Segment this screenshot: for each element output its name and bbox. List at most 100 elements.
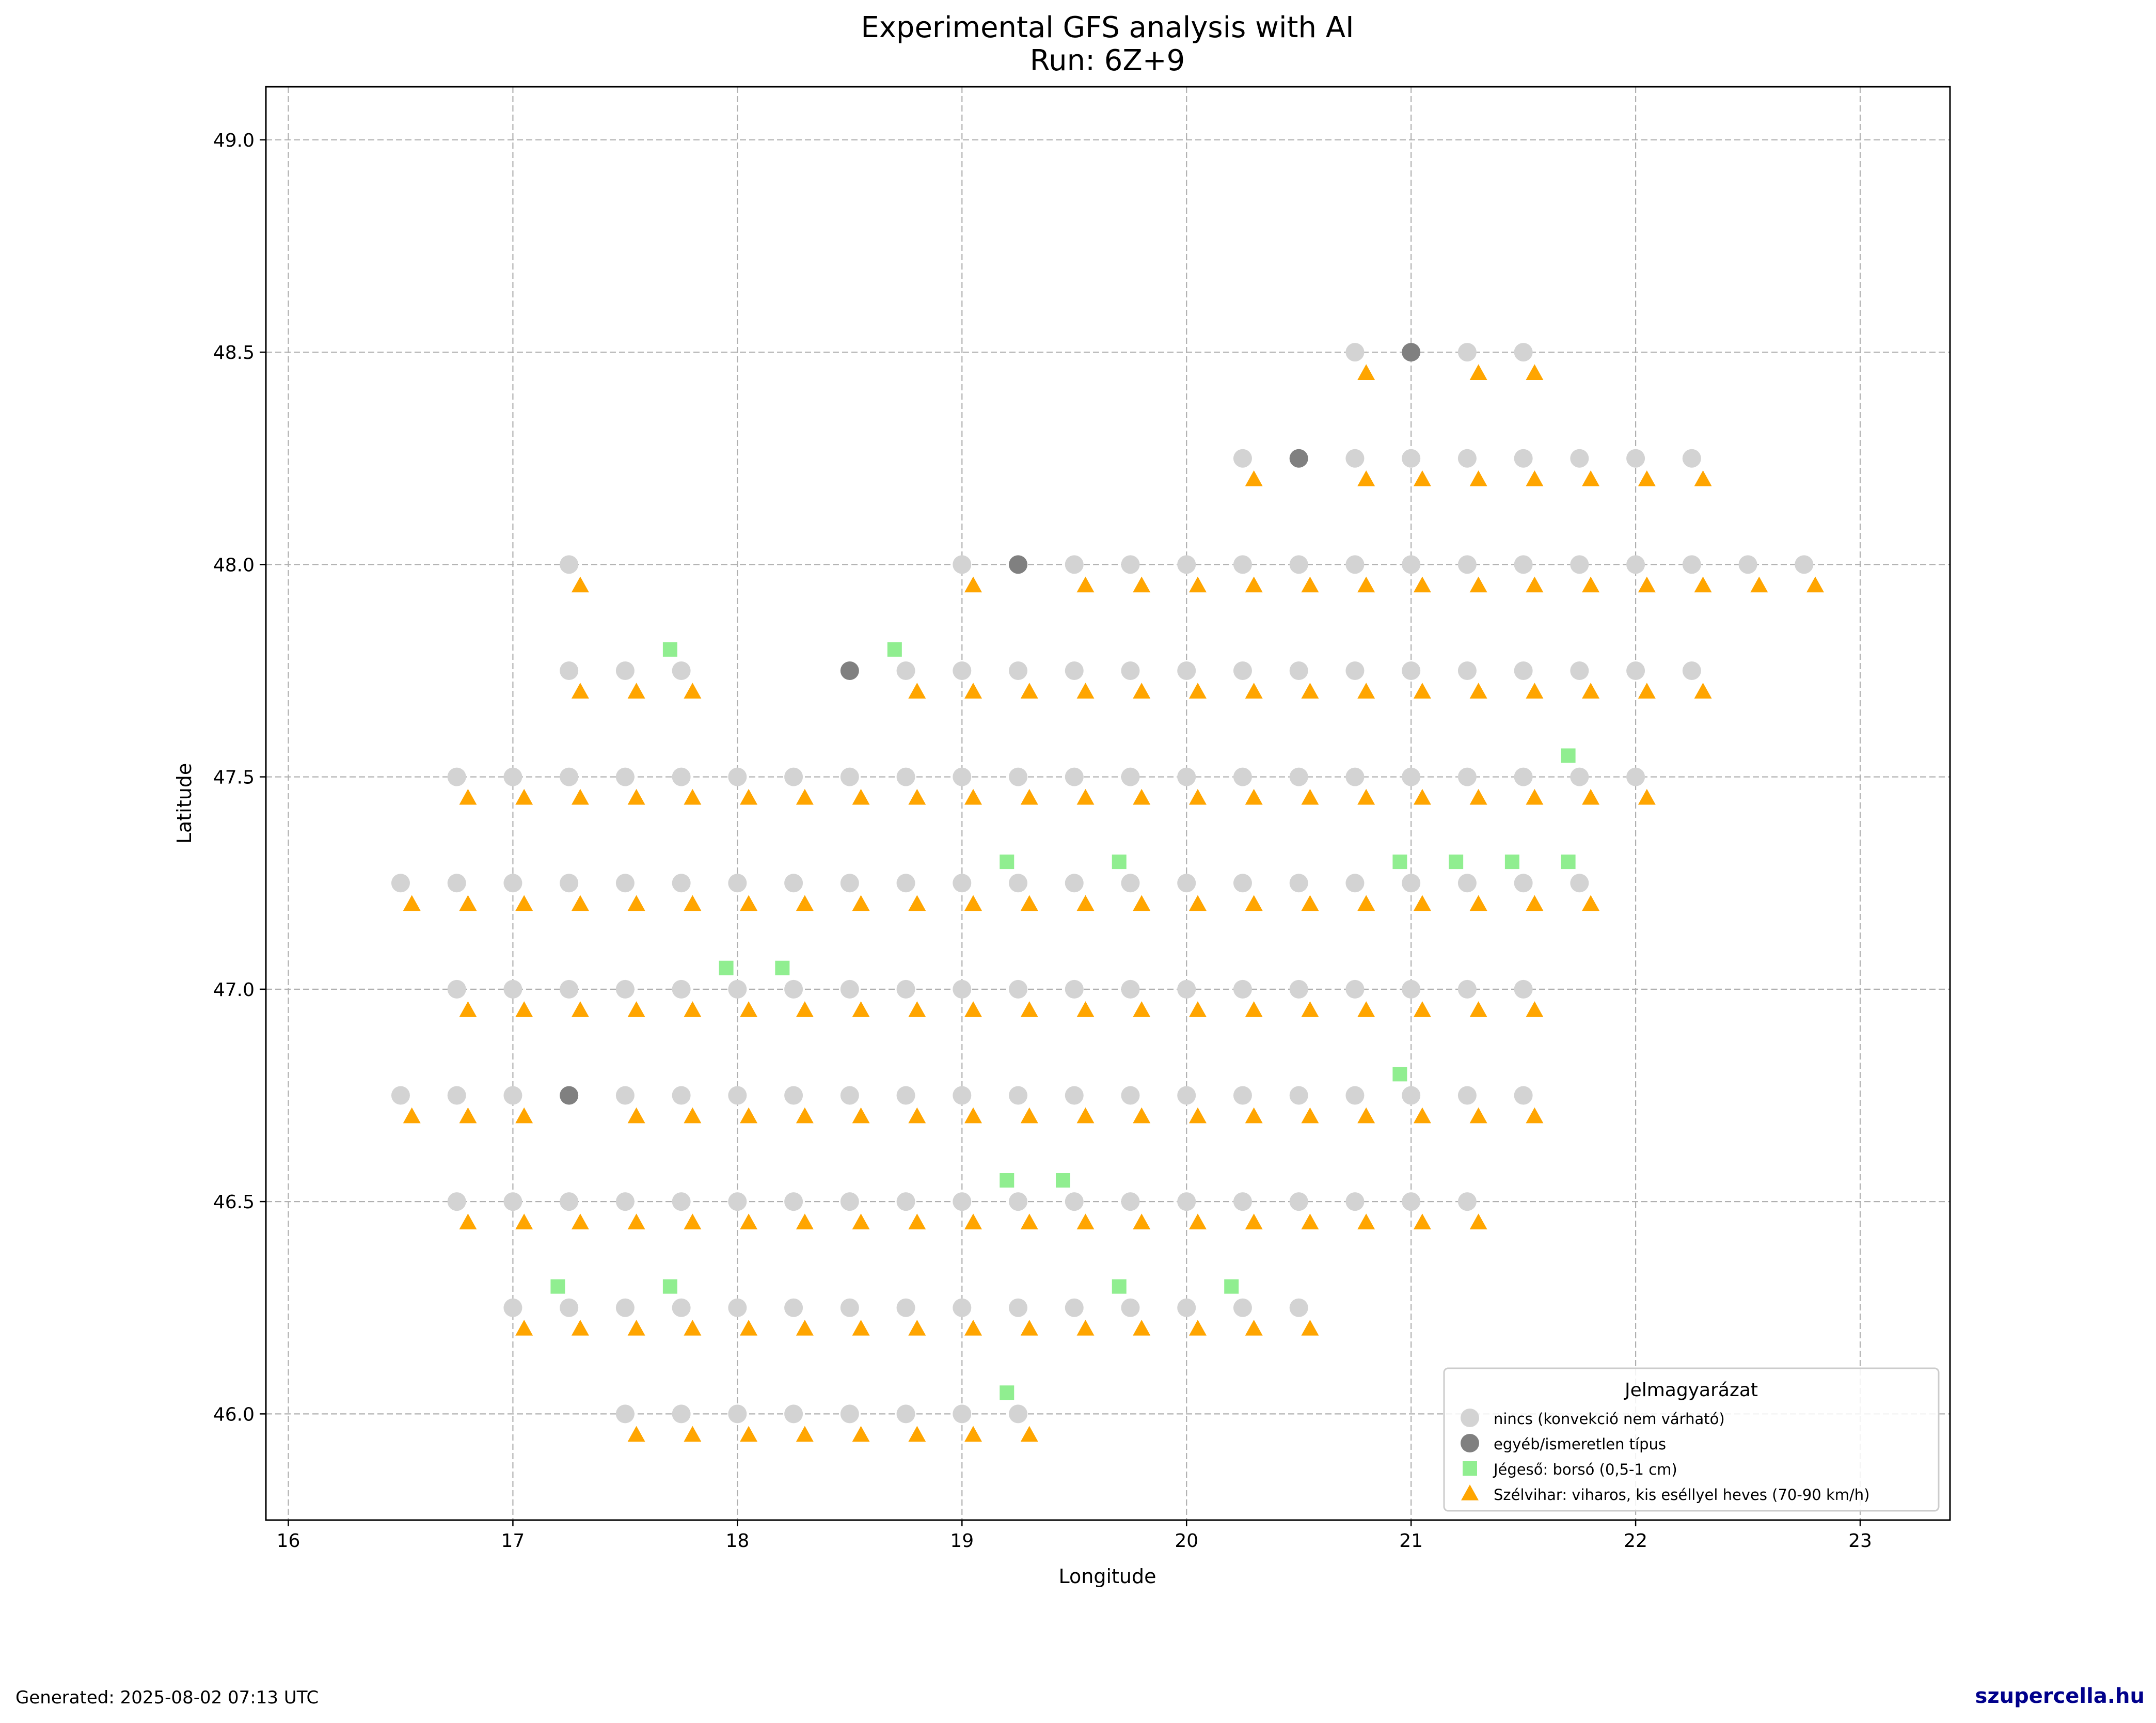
- wind-marker: [740, 1001, 758, 1017]
- no-convection-marker: [1121, 874, 1140, 893]
- series-2: [550, 642, 1576, 1400]
- no-convection-marker: [1177, 1192, 1196, 1211]
- wind-marker: [1582, 470, 1600, 486]
- no-convection-marker: [1233, 555, 1252, 574]
- wind-marker: [740, 895, 758, 911]
- no-convection-marker: [672, 874, 691, 893]
- wind-marker: [1526, 470, 1544, 486]
- wind-marker: [684, 683, 702, 699]
- no-convection-marker: [1514, 767, 1533, 786]
- no-convection-marker: [896, 1192, 915, 1211]
- legend-items: nincs (konvekció nem várható) egyéb/ismer…: [1461, 1409, 1869, 1504]
- no-convection-marker: [1402, 979, 1421, 999]
- wind-marker: [796, 1320, 814, 1336]
- no-convection-marker: [560, 661, 579, 680]
- hail-marker: [1561, 855, 1576, 870]
- no-convection-marker: [503, 767, 522, 786]
- wind-marker: [1469, 683, 1487, 699]
- no-convection-marker: [447, 874, 466, 893]
- wind-marker: [1526, 1107, 1544, 1124]
- no-convection-marker: [1177, 767, 1196, 786]
- wind-marker: [1245, 788, 1263, 805]
- hail-marker: [1112, 1279, 1127, 1294]
- no-convection-marker: [1514, 555, 1533, 574]
- x-tick-label: 16: [277, 1530, 300, 1552]
- wind-marker: [740, 1107, 758, 1124]
- no-convection-marker: [1289, 874, 1308, 893]
- axis-ticks: 16 17 18 19 20 21 22 23 46.0 46.5 47.0 47.5 48.0 48.5…: [213, 130, 1872, 1552]
- no-convection-marker: [503, 874, 522, 893]
- wind-marker: [571, 1001, 589, 1017]
- x-tick-label: 21: [1399, 1530, 1423, 1552]
- wind-marker: [852, 1320, 870, 1336]
- no-convection-marker: [1233, 1298, 1252, 1317]
- no-convection-marker: [1009, 767, 1028, 786]
- no-convection-marker: [1289, 1086, 1308, 1105]
- no-convection-marker: [953, 1404, 972, 1424]
- other-type-marker: [840, 661, 859, 680]
- no-convection-marker: [896, 1404, 915, 1424]
- no-convection-marker: [1682, 449, 1701, 468]
- no-convection-marker: [1177, 979, 1196, 999]
- no-convection-marker: [615, 1086, 635, 1105]
- wind-marker: [1357, 683, 1375, 699]
- no-convection-marker: [1177, 1086, 1196, 1105]
- wind-marker: [1245, 1001, 1263, 1017]
- wind-marker: [459, 1001, 477, 1017]
- no-convection-marker: [1289, 979, 1308, 999]
- no-convection-marker: [1514, 979, 1533, 999]
- no-convection-marker: [1457, 979, 1477, 999]
- y-tick-label: 47.0: [213, 979, 255, 1001]
- wind-marker: [1413, 1107, 1431, 1124]
- legend-item-label: egyéb/ismeretlen típus: [1494, 1435, 1666, 1453]
- y-tick-label: 49.0: [213, 130, 255, 151]
- legend-marker: [1461, 1434, 1479, 1452]
- hail-marker: [1392, 1067, 1407, 1082]
- wind-marker: [684, 1426, 702, 1442]
- wind-marker: [627, 788, 645, 805]
- wind-marker: [1301, 1107, 1319, 1124]
- wind-marker: [684, 1001, 702, 1017]
- no-convection-marker: [1065, 1086, 1084, 1105]
- hail-marker: [1561, 748, 1576, 763]
- wind-marker: [1133, 788, 1151, 805]
- other-type-marker: [1009, 555, 1028, 574]
- wind-marker: [1020, 1107, 1038, 1124]
- legend-item-label: Szélvihar: viharos, kis eséllyel heves (…: [1494, 1486, 1869, 1504]
- no-convection-marker: [896, 661, 915, 680]
- plot-frame: [265, 86, 1951, 1521]
- no-convection-marker: [728, 1192, 747, 1211]
- wind-marker: [1133, 895, 1151, 911]
- no-convection-marker: [1121, 555, 1140, 574]
- no-convection-marker: [615, 661, 635, 680]
- wind-marker: [1526, 1001, 1544, 1017]
- wind-marker: [1245, 895, 1263, 911]
- wind-marker: [515, 788, 533, 805]
- y-tick-label: 48.0: [213, 555, 255, 576]
- no-convection-marker: [1457, 555, 1477, 574]
- wind-marker: [964, 895, 982, 911]
- no-convection-marker: [560, 1298, 579, 1317]
- no-convection-marker: [1345, 874, 1365, 893]
- no-convection-marker: [1233, 1192, 1252, 1211]
- no-convection-marker: [672, 1298, 691, 1317]
- legend-marker: [1463, 1461, 1477, 1476]
- brand-link[interactable]: szupercella.hu: [1975, 1684, 2145, 1708]
- wind-marker: [1638, 788, 1656, 805]
- no-convection-marker: [615, 767, 635, 786]
- legend-marker: [1461, 1409, 1479, 1427]
- no-convection-marker: [1233, 767, 1252, 786]
- wind-marker: [1526, 895, 1544, 911]
- no-convection-marker: [728, 1298, 747, 1317]
- wind-marker: [571, 1320, 589, 1336]
- wind-marker: [1469, 364, 1487, 380]
- hail-marker: [887, 642, 902, 657]
- wind-marker: [627, 895, 645, 911]
- wind-marker: [1357, 1001, 1375, 1017]
- wind-marker: [1413, 788, 1431, 805]
- no-convection-marker: [1345, 661, 1365, 680]
- no-convection-marker: [1233, 449, 1252, 468]
- wind-marker: [908, 683, 926, 699]
- no-convection-marker: [447, 767, 466, 786]
- no-convection-marker: [560, 1192, 579, 1211]
